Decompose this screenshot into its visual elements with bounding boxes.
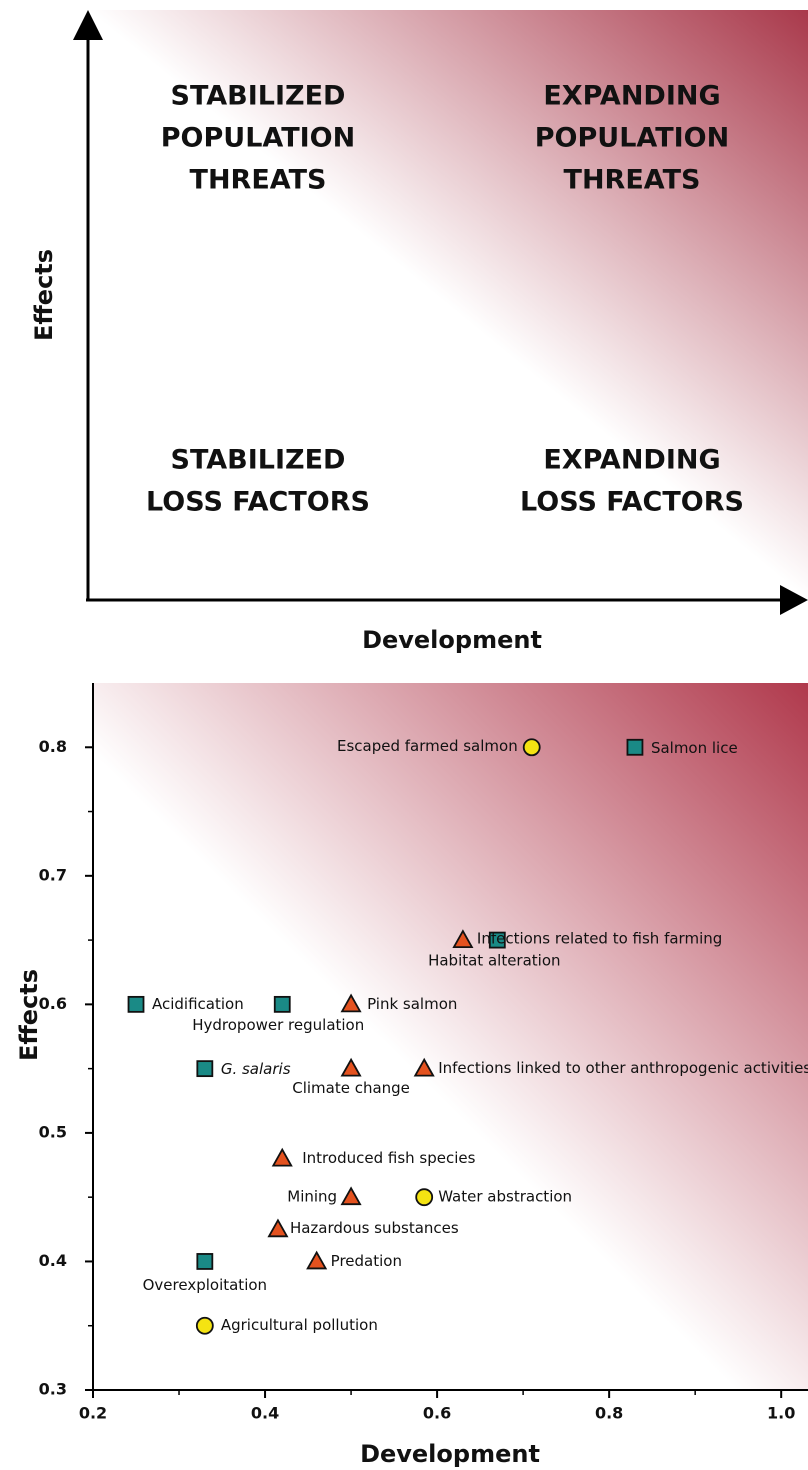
- point-label: Water abstraction: [438, 1188, 572, 1206]
- y-tick-label: 0.5: [39, 1122, 67, 1141]
- quadrant-background: [88, 10, 808, 600]
- quadrant-label: LOSS FACTORS: [520, 487, 744, 518]
- quadrant-label: STABILIZED: [171, 81, 346, 112]
- x-tick-label: 1.0: [767, 1404, 795, 1423]
- marker-triangle: [413, 1057, 435, 1077]
- marker-triangle: [267, 1218, 289, 1238]
- marker-square: [273, 995, 291, 1013]
- x-tick-label: 0.6: [423, 1404, 451, 1423]
- y-arrow: [73, 10, 103, 40]
- x-tick-label: 0.2: [79, 1404, 107, 1423]
- y-axis-title: Effects: [15, 969, 43, 1061]
- y-tick-label: 0.3: [39, 1380, 67, 1399]
- quadrant-label: POPULATION: [535, 123, 729, 154]
- marker-square: [127, 995, 145, 1013]
- marker-triangle: [271, 1147, 293, 1167]
- point-label: Infections related to fish farming: [477, 930, 722, 948]
- x-axis-title: Development: [362, 626, 542, 654]
- marker-circle: [522, 738, 541, 757]
- y-tick-label: 0.7: [39, 865, 67, 884]
- point-label: Escaped farmed salmon: [337, 737, 518, 755]
- point-label: Mining: [287, 1188, 337, 1206]
- point-label: Predation: [331, 1252, 402, 1270]
- y-tick-label: 0.4: [39, 1251, 67, 1270]
- quadrant-label: THREATS: [564, 165, 701, 196]
- point-label: Salmon lice: [651, 739, 738, 757]
- x-axis-title: Development: [360, 1440, 540, 1468]
- quadrant-label: LOSS FACTORS: [146, 487, 370, 518]
- point-label: Habitat alteration: [428, 952, 560, 970]
- point-label: Acidification: [152, 995, 244, 1013]
- marker-square: [196, 1253, 214, 1270]
- x-tick-label: 0.8: [595, 1404, 623, 1423]
- point-label: Pink salmon: [367, 995, 457, 1013]
- point-label: Hazardous substances: [290, 1219, 459, 1237]
- marker-triangle: [340, 993, 362, 1013]
- x-tick-label: 0.4: [251, 1404, 279, 1423]
- point-label: G. salaris: [221, 1060, 291, 1078]
- quadrant-label: EXPANDING: [543, 445, 720, 476]
- plot-background: [93, 683, 808, 1390]
- y-tick-label: 0.6: [39, 994, 67, 1013]
- quadrant-label: EXPANDING: [543, 81, 720, 112]
- marker-triangle: [340, 1186, 362, 1206]
- quadrant-label: STABILIZED: [171, 445, 346, 476]
- marker-square: [196, 1060, 214, 1078]
- marker-triangle: [340, 1057, 362, 1077]
- quadrant-label: POPULATION: [161, 123, 355, 154]
- marker-square: [626, 738, 644, 756]
- marker-square: [488, 931, 506, 949]
- y-tick-label: 0.8: [39, 737, 67, 756]
- y-axis-title: Effects: [30, 249, 58, 341]
- point-label: Infections linked to other anthropogenic…: [438, 1059, 808, 1077]
- marker-triangle: [452, 929, 474, 948]
- marker-circle: [415, 1188, 434, 1207]
- quadrant-label: THREATS: [190, 165, 327, 196]
- point-label: Climate change: [292, 1079, 410, 1097]
- point-label: Introduced fish species: [302, 1149, 475, 1167]
- x-arrow: [780, 585, 808, 615]
- marker-triangle: [306, 1250, 328, 1270]
- marker-circle: [195, 1316, 214, 1335]
- point-label: Hydropower regulation: [192, 1016, 364, 1034]
- point-label: Overexploitation: [143, 1276, 267, 1294]
- point-label: Agricultural pollution: [221, 1316, 378, 1334]
